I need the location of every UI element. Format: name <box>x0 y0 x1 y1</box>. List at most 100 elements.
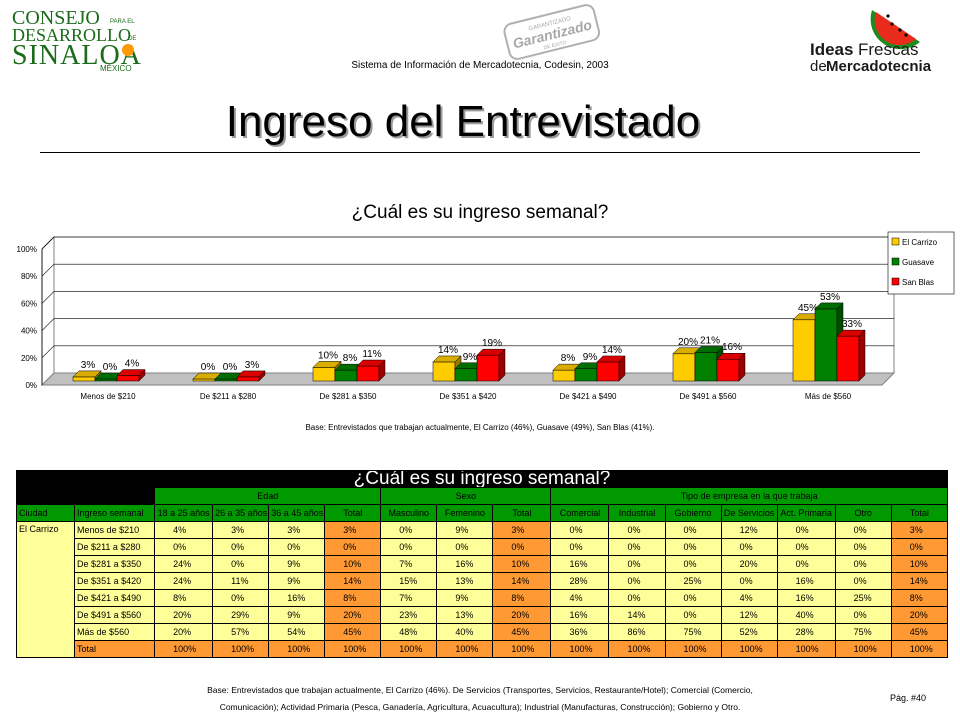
data-label: 3% <box>81 360 96 371</box>
table-cell: 11% <box>212 572 270 590</box>
bar <box>334 369 358 382</box>
x-tick-label: De $421 a $490 <box>560 392 617 401</box>
table-cell: 0% <box>776 538 836 556</box>
legend-label: El Carrizo <box>902 238 938 247</box>
bar <box>236 376 260 382</box>
table-cell: 0% <box>834 521 892 539</box>
column-header: Ciudad <box>16 504 76 522</box>
table-cell: 20% <box>154 606 214 624</box>
table-cell: 28% <box>550 572 610 590</box>
table-cell: 16% <box>776 589 836 607</box>
bar <box>432 361 456 382</box>
table-cell: 4% <box>720 589 778 607</box>
x-tick-label: De $491 a $560 <box>680 392 737 401</box>
bar <box>814 308 838 382</box>
x-tick-label: De $281 a $350 <box>320 392 377 401</box>
table-cell: 0% <box>720 572 778 590</box>
table-cell: 100% <box>380 640 438 658</box>
bar-side <box>258 370 266 382</box>
table-cell: 9% <box>268 555 326 573</box>
bar <box>716 358 740 382</box>
table-cell: 4% <box>154 521 214 539</box>
table-cell: 40% <box>436 623 494 641</box>
bar <box>694 352 718 382</box>
table-cell: 25% <box>664 572 722 590</box>
table-cell: 0% <box>154 538 214 556</box>
table-cell: 100% <box>608 640 666 658</box>
table-cell: 0% <box>664 555 722 573</box>
data-label: 4% <box>125 359 140 370</box>
bar-side <box>858 329 866 382</box>
table-cell: 16% <box>550 606 610 624</box>
table-cell: 12% <box>720 606 778 624</box>
table-cell: 0% <box>380 521 438 539</box>
table-cell: 20% <box>890 606 948 624</box>
logo-para-el: PARA EL <box>110 19 135 25</box>
column-header: Total <box>324 504 382 522</box>
table-row: De $491 a $560 20% 29% 9% 20% 23% 13% 20% 16% 14%… <box>17 606 948 624</box>
table-cell: 54% <box>268 623 326 641</box>
data-label: 53% <box>820 292 840 303</box>
data-label: 0% <box>223 362 238 373</box>
x-tick-label: De $211 a $280 <box>200 392 257 401</box>
bar <box>214 378 238 382</box>
back-wall <box>53 236 895 374</box>
y-tick-label: 80% <box>21 272 37 281</box>
bar <box>192 378 216 382</box>
bar <box>596 361 620 382</box>
table-cell: 20% <box>720 555 778 573</box>
table-cell: 14% <box>492 572 552 590</box>
data-label: 8% <box>561 353 576 364</box>
table-cell: 0% <box>324 538 382 556</box>
table-cell: 75% <box>664 623 722 641</box>
column-header: Total <box>890 504 948 522</box>
table-cell: 100% <box>720 640 778 658</box>
legend-swatch <box>891 237 900 246</box>
table-cell: 45% <box>492 623 552 641</box>
gridline-side <box>41 291 55 304</box>
table-total-row: Total 100% 100% 100% 100% 100% 100% 100% 100% 100… <box>17 640 948 658</box>
column-header: 36 a 45 años <box>268 504 326 522</box>
data-label: 21% <box>700 335 720 346</box>
table-cell: 24% <box>154 555 214 573</box>
column-header: Total <box>492 504 552 522</box>
table-cell: 100% <box>776 640 836 658</box>
table-cell: 0% <box>550 521 610 539</box>
table-cell: 9% <box>436 521 494 539</box>
data-label: 11% <box>362 349 381 360</box>
city-cell: El Carrizo <box>16 521 76 658</box>
data-label: 8% <box>343 353 358 364</box>
column-header: Femenino <box>436 504 494 522</box>
table-cell: 13% <box>436 572 494 590</box>
y-tick-label: 0% <box>25 381 37 390</box>
title-divider <box>40 152 920 153</box>
table-cell: 45% <box>324 623 382 641</box>
row-label: De $211 a $280 <box>74 538 156 556</box>
table-title: ¿Cuál es su ingreso semanal? <box>16 470 948 488</box>
table-cell: 40% <box>776 606 836 624</box>
table-cell: 9% <box>268 606 326 624</box>
table-row: De $351 a $420 24% 11% 9% 14% 15% 13% 14% 28% 0% 2… <box>17 572 948 590</box>
table-cell: 3% <box>212 521 270 539</box>
x-tick-label: De $351 a $420 <box>440 392 497 401</box>
column-header-row: Ciudad Ingreso semanal 18 a 25 años 26 a 35… <box>16 504 948 522</box>
table-cell: 10% <box>890 555 948 573</box>
table-cell: 100% <box>212 640 270 658</box>
system-caption: Sistema de Información de Mercadotecnia,… <box>351 60 609 71</box>
table-cell: 15% <box>380 572 438 590</box>
gridline-side <box>41 236 55 250</box>
ideas-frescas-logo: Ideas Frescas de Mercadotecnia <box>810 10 932 74</box>
bar <box>574 368 598 382</box>
legend-swatch <box>891 277 900 286</box>
y-tick-label: 100% <box>17 245 37 254</box>
table-cell: 0% <box>834 555 892 573</box>
table-cell: 10% <box>492 555 552 573</box>
brand-mercadotecnia: Mercadotecnia <box>826 58 932 74</box>
table-cell: 100% <box>324 640 382 658</box>
table-cell: 16% <box>268 589 326 607</box>
column-header: Ingreso semanal <box>74 504 156 522</box>
table-row: El Carrizo Menos de $210 4% 3% 3% 3% 0% 9% 3% 0% 0… <box>16 521 948 658</box>
brand-de: de <box>810 58 827 74</box>
column-header: De Servicios <box>720 504 778 522</box>
table-cell: 100% <box>492 640 552 658</box>
